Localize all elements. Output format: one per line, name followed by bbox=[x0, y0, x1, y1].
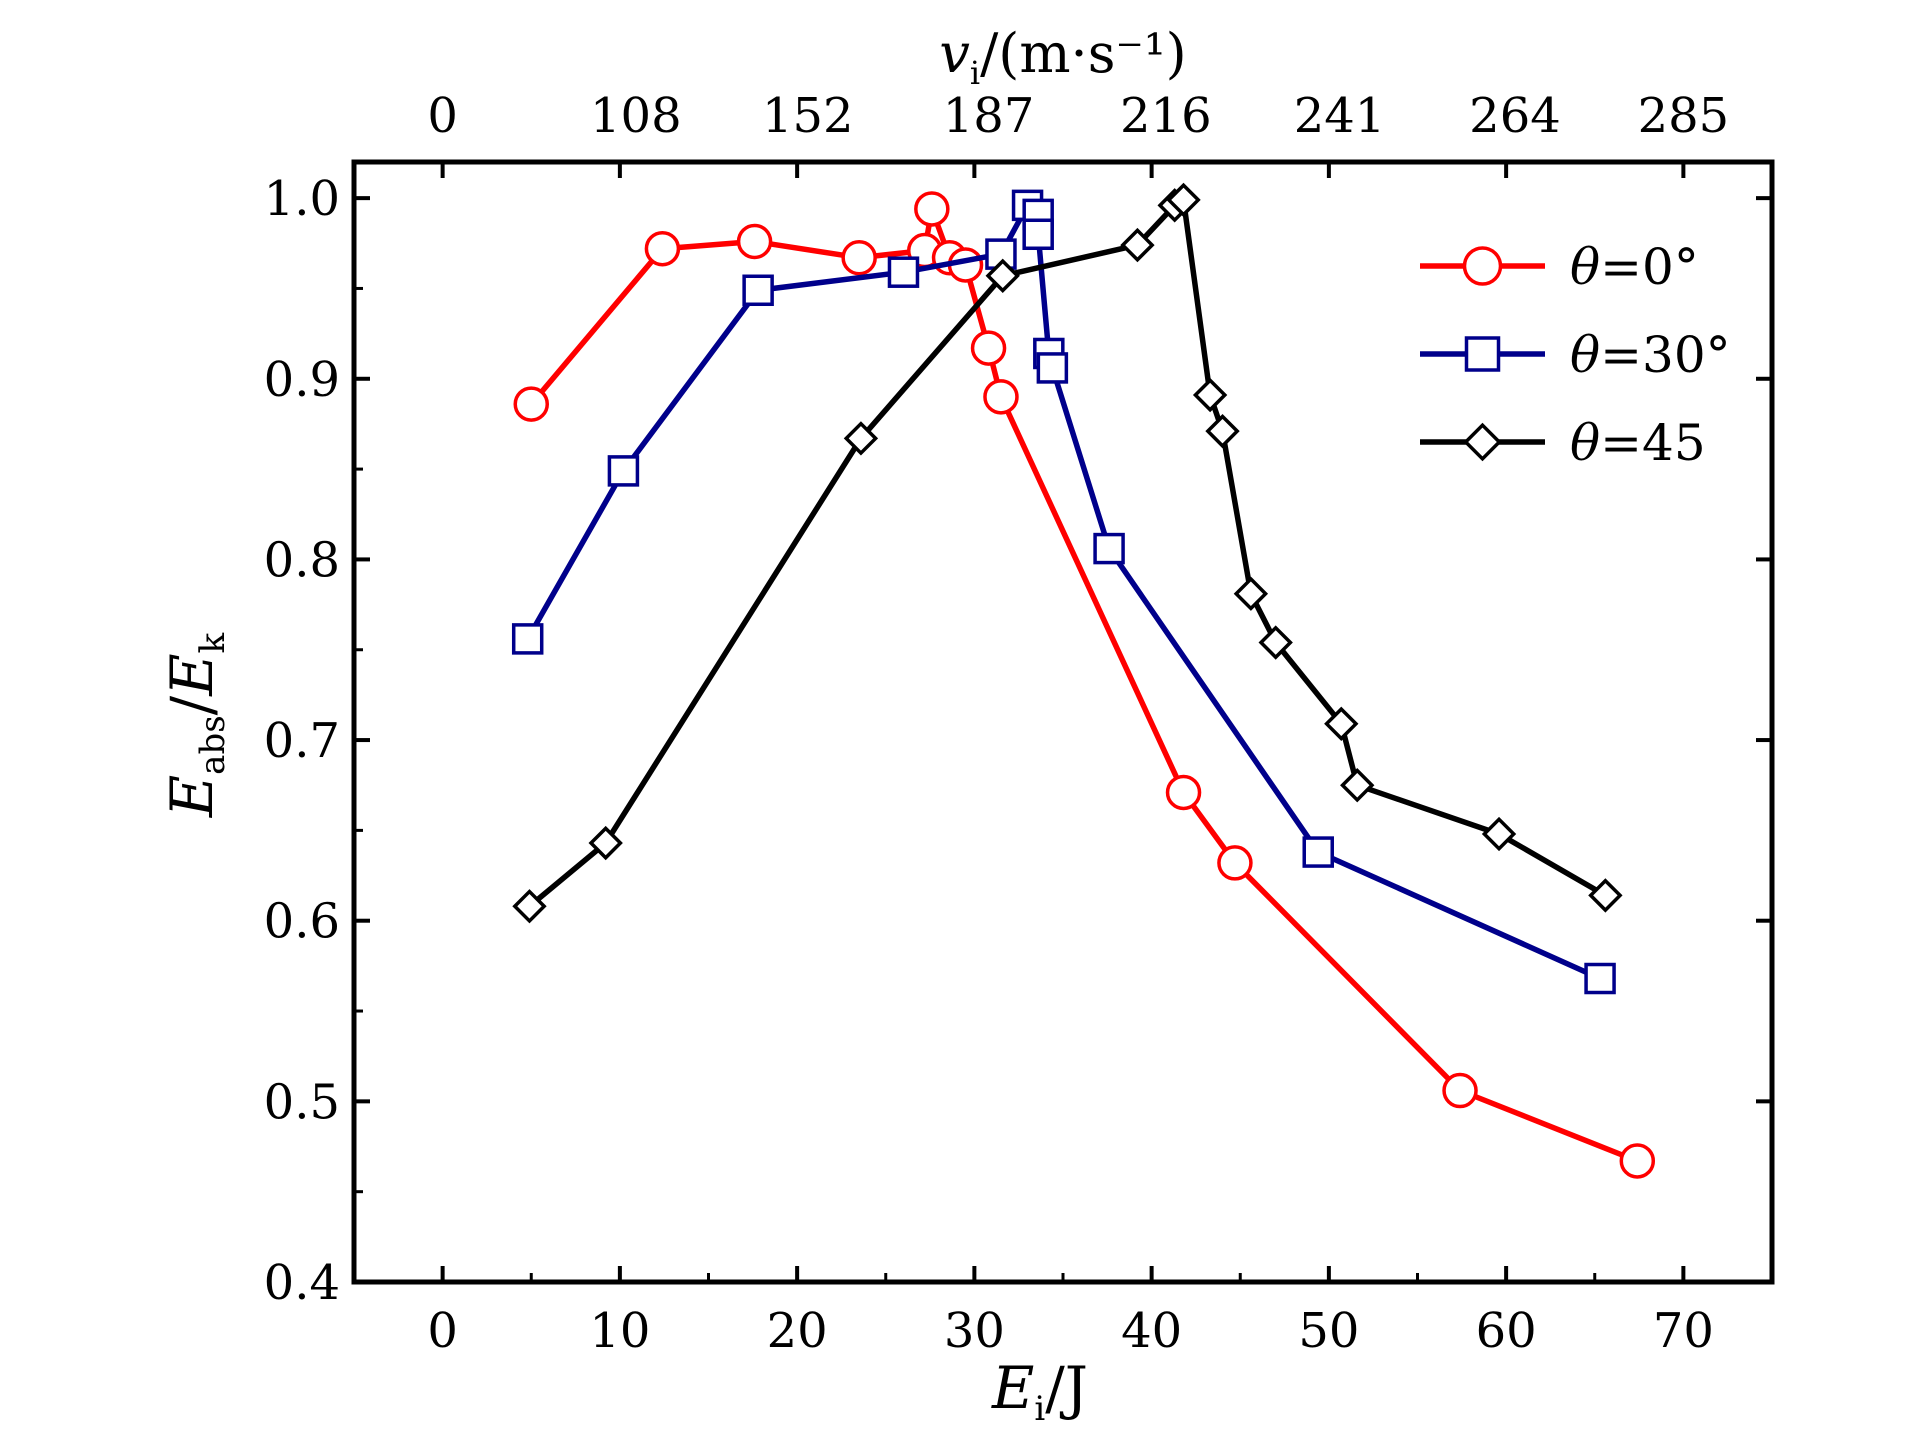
data-point-square bbox=[511, 623, 544, 655]
top-axis-title: vi/(m·s⁻¹) bbox=[939, 22, 1186, 92]
top-tick-label: 216 bbox=[1120, 88, 1212, 144]
y-tick-label: 0.8 bbox=[264, 532, 340, 588]
plot-frame bbox=[351, 159, 1775, 1285]
y-tick-label: 0.4 bbox=[264, 1255, 340, 1311]
data-point-diamond bbox=[985, 258, 1020, 293]
ticks-group: 0 10 20 30 40 50 60 70 0.4 0.5 0.6 0.7 0.8 0.9 1.0 0 108… bbox=[264, 88, 1774, 1359]
data-point-square bbox=[607, 455, 640, 487]
top-tick-label: 187 bbox=[943, 88, 1035, 144]
series-2 bbox=[511, 189, 1616, 995]
data-point-circle bbox=[970, 330, 1007, 366]
data-point-circle bbox=[736, 223, 773, 260]
x-tick-label: 20 bbox=[767, 1303, 828, 1359]
data-point-square bbox=[1093, 532, 1125, 565]
data-point-circle bbox=[841, 239, 877, 276]
x-axis-title: Ei/J bbox=[991, 1354, 1088, 1429]
top-tick-label: 0 bbox=[427, 88, 458, 144]
data-point-diamond bbox=[843, 421, 879, 456]
x-axis-title-main: E bbox=[991, 1354, 1034, 1422]
x-axis-title-sub: i bbox=[1034, 1389, 1045, 1429]
x-axis-title-unit: /J bbox=[1045, 1354, 1088, 1422]
data-point-square bbox=[1302, 836, 1334, 868]
y-tick-label: 0.5 bbox=[264, 1074, 340, 1130]
data-point-circle bbox=[1442, 1072, 1478, 1109]
x-tick-label: 70 bbox=[1653, 1303, 1714, 1359]
series-3 bbox=[512, 182, 1623, 924]
y-axis-title-sep: / bbox=[158, 695, 226, 715]
legend-item-2: θ=30° bbox=[1420, 326, 1731, 384]
data-point-diamond bbox=[1324, 706, 1359, 741]
top-tick-label: 152 bbox=[762, 88, 854, 144]
y-tick-label: 0.9 bbox=[264, 352, 340, 408]
data-point-circle bbox=[983, 379, 1019, 415]
series-line bbox=[525, 202, 1602, 982]
data-point-circle bbox=[1619, 1143, 1656, 1179]
x-tick-label: 50 bbox=[1298, 1303, 1359, 1359]
data-point-circle bbox=[1165, 774, 1202, 811]
y-axis-title: Eabs/Ek bbox=[158, 632, 233, 818]
data-point-square bbox=[1464, 336, 1501, 372]
data-point-square bbox=[742, 274, 774, 307]
legend-item-3: θ=45 bbox=[1420, 414, 1706, 472]
y-axis-title-sub2: k bbox=[193, 632, 233, 653]
data-point-diamond bbox=[1233, 576, 1269, 611]
data-point-circle bbox=[1217, 845, 1253, 881]
y-axis-title-main2: E bbox=[158, 653, 226, 696]
data-point-diamond bbox=[1340, 768, 1375, 803]
y-tick-label: 0.6 bbox=[264, 894, 340, 950]
x-tick-label: 0 bbox=[427, 1303, 458, 1359]
data-point-square bbox=[1584, 962, 1616, 995]
y-axis-title-sub1: abs bbox=[193, 715, 233, 774]
series-line bbox=[527, 197, 1607, 909]
x-tick-label: 10 bbox=[589, 1303, 650, 1359]
y-tick-label: 0.7 bbox=[264, 713, 340, 769]
data-point-square bbox=[887, 256, 920, 288]
x-tick-label: 60 bbox=[1476, 1303, 1537, 1359]
x-tick-label: 30 bbox=[944, 1303, 1005, 1359]
data-point-diamond bbox=[1258, 625, 1293, 660]
series-group bbox=[511, 182, 1656, 1179]
top-axis-title-main: v bbox=[939, 22, 970, 85]
y-axis-title-main1: E bbox=[158, 775, 226, 818]
top-axis-title-sub: i bbox=[970, 54, 980, 92]
data-point-diamond bbox=[1192, 377, 1228, 413]
data-point-diamond bbox=[588, 825, 623, 861]
x-tick-label: 40 bbox=[1121, 1303, 1182, 1359]
legend: θ=0° θ=30° θ=45 bbox=[1420, 238, 1731, 472]
data-point-circle bbox=[513, 386, 549, 422]
data-point-circle bbox=[644, 230, 681, 267]
legend-item-1: θ=0° bbox=[1420, 238, 1699, 296]
data-point-diamond bbox=[1588, 878, 1623, 913]
data-point-diamond bbox=[1120, 227, 1155, 263]
data-point-diamond bbox=[1166, 182, 1201, 218]
data-point-square bbox=[1036, 352, 1069, 384]
legend-label: θ=30° bbox=[1570, 326, 1731, 384]
top-axis-title-unit: /(m·s⁻¹) bbox=[980, 22, 1187, 85]
data-point-diamond bbox=[1205, 413, 1240, 449]
data-point-square bbox=[1022, 218, 1054, 251]
y-tick-label: 1.0 bbox=[264, 171, 340, 227]
data-point-circle bbox=[914, 191, 950, 227]
data-point-diamond bbox=[1463, 422, 1502, 462]
plot-frame-group bbox=[351, 159, 1775, 1285]
top-tick-label: 241 bbox=[1294, 88, 1386, 144]
legend-label: θ=0° bbox=[1570, 238, 1699, 296]
legend-label: θ=45 bbox=[1570, 414, 1706, 472]
data-point-circle bbox=[1462, 246, 1503, 286]
data-point-diamond bbox=[512, 889, 547, 924]
top-tick-label: 108 bbox=[590, 88, 682, 144]
top-tick-label: 264 bbox=[1469, 88, 1561, 144]
top-tick-label: 285 bbox=[1638, 88, 1730, 144]
data-point-diamond bbox=[1481, 816, 1517, 852]
